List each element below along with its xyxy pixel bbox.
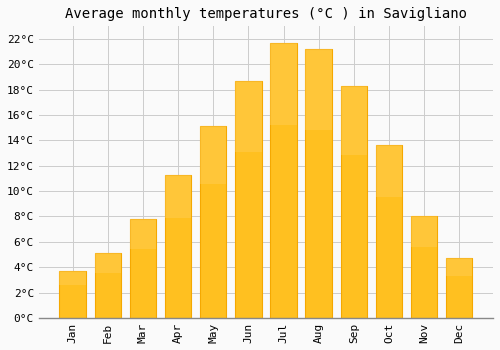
Bar (235, 81, 262, 152)
Bar (235, 81, 262, 318)
Bar (306, 49, 332, 318)
Bar (165, 175, 191, 318)
Bar (60, 271, 86, 318)
Bar (60, 271, 86, 285)
Bar (130, 219, 156, 249)
Bar (376, 146, 402, 318)
Bar (446, 258, 472, 276)
Bar (306, 49, 332, 130)
Bar (270, 43, 296, 318)
Bar (411, 217, 438, 318)
Bar (130, 219, 156, 318)
Bar (446, 258, 472, 318)
Bar (340, 86, 367, 155)
Bar (270, 43, 296, 125)
Bar (94, 253, 121, 318)
Bar (376, 146, 402, 197)
Bar (340, 86, 367, 318)
Bar (411, 217, 438, 247)
Bar (200, 126, 226, 184)
Bar (200, 126, 226, 318)
Bar (94, 253, 121, 273)
Bar (165, 175, 191, 218)
Title: Average monthly temperatures (°C ) in Savigliano: Average monthly temperatures (°C ) in Sa… (65, 7, 467, 21)
